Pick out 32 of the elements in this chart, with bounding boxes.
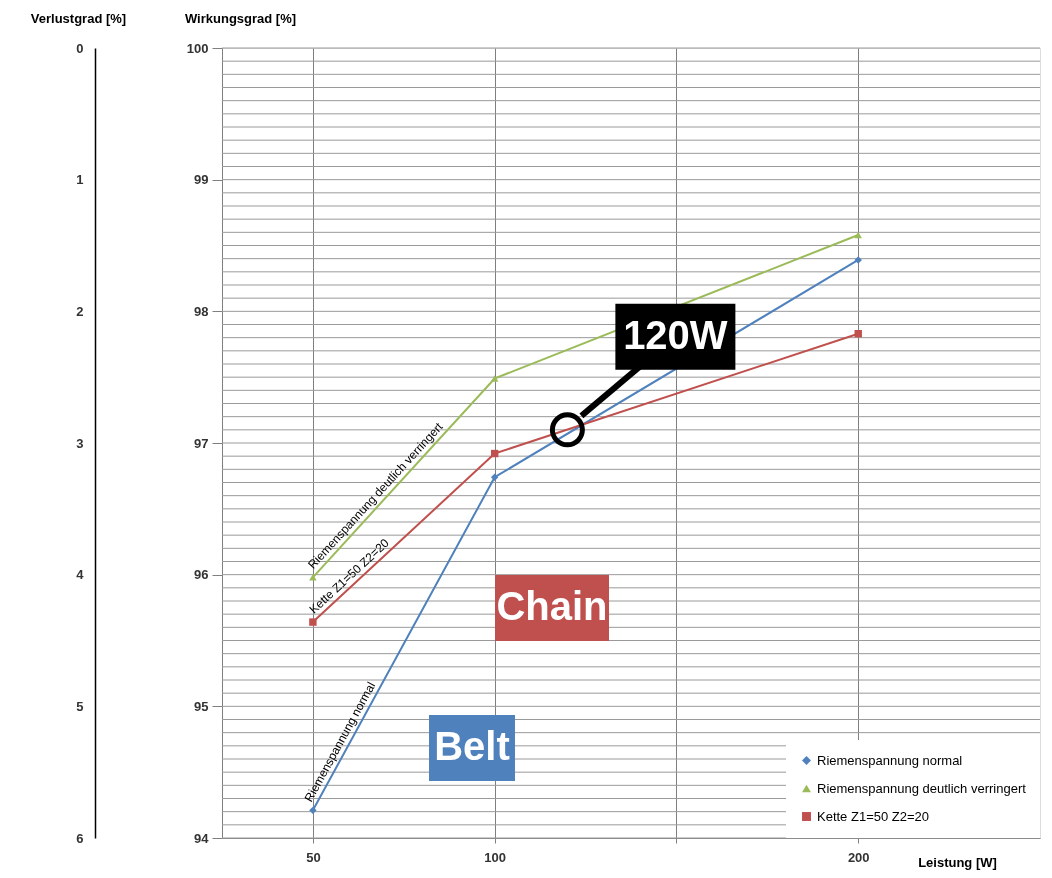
y2-tick-label: 3	[76, 435, 84, 451]
point	[490, 375, 499, 382]
x-tick-label: 50	[306, 849, 321, 865]
point	[309, 574, 317, 581]
x-axis-title: Leistung [W]	[918, 854, 997, 870]
annotation: 120W	[623, 312, 728, 357]
y2-tick-label: 1	[76, 172, 84, 188]
point	[490, 473, 499, 481]
legend-label: Riemenspannung normal	[817, 752, 963, 768]
x-tick-label: 200	[847, 849, 870, 865]
y2-tick-label: 4	[76, 567, 85, 583]
y-axis-title: Wirkungsgrad [%]	[184, 10, 297, 26]
y-tick-label: 99	[194, 172, 209, 188]
y-tick-label: 98	[194, 303, 209, 319]
point	[309, 618, 317, 626]
annotation: Belt	[434, 724, 510, 768]
y2-tick-label: 2	[76, 303, 84, 319]
point	[854, 231, 862, 239]
y-tick-label: 97	[194, 435, 209, 451]
y2-tick-label: 5	[76, 698, 84, 714]
y-tick-label: 96	[194, 567, 209, 583]
x-tick-label: 100	[484, 849, 507, 865]
y2-tick-label: 6	[76, 830, 84, 846]
legend-label: Kette Z1=50 Z2=20	[817, 808, 930, 824]
y-tick-label: 100	[186, 40, 209, 56]
annotation: Chain	[496, 584, 608, 628]
y-tick-label: 94	[194, 830, 210, 846]
legend-label: Riemenspannung deutlich verringert	[817, 780, 1027, 796]
y2-axis-title: Verlustgrad [%]	[30, 10, 127, 26]
point	[309, 806, 317, 815]
y-tick-label: 95	[194, 698, 209, 714]
y2-tick-label: 0	[76, 40, 84, 56]
